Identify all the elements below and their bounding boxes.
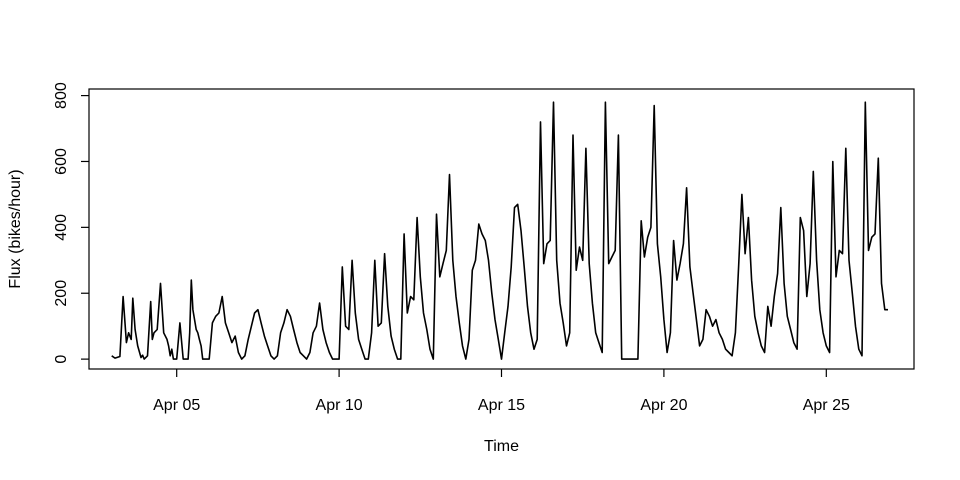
y-axis: 0 200 400 600 800 — [53, 82, 89, 364]
x-tick-label: Apr 25 — [803, 397, 850, 414]
x-tick-label: Apr 20 — [640, 397, 687, 414]
y-tick-label: 600 — [53, 148, 70, 175]
x-tick-label: Apr 05 — [153, 397, 200, 414]
y-tick-label: 0 — [53, 355, 70, 364]
series-line — [111, 101, 888, 360]
x-axis-label: Time — [484, 438, 519, 455]
x-axis: Apr 05 Apr 10 Apr 15 Apr 20 Apr 25 — [153, 369, 850, 414]
y-tick-label: 400 — [53, 214, 70, 241]
x-tick-label: Apr 15 — [478, 397, 525, 414]
y-tick-label: 800 — [53, 82, 70, 109]
x-tick-label: Apr 10 — [316, 397, 363, 414]
y-axis-label: Flux (bikes/hour) — [7, 169, 24, 288]
data-series — [111, 101, 888, 360]
y-tick-label: 200 — [53, 280, 70, 307]
